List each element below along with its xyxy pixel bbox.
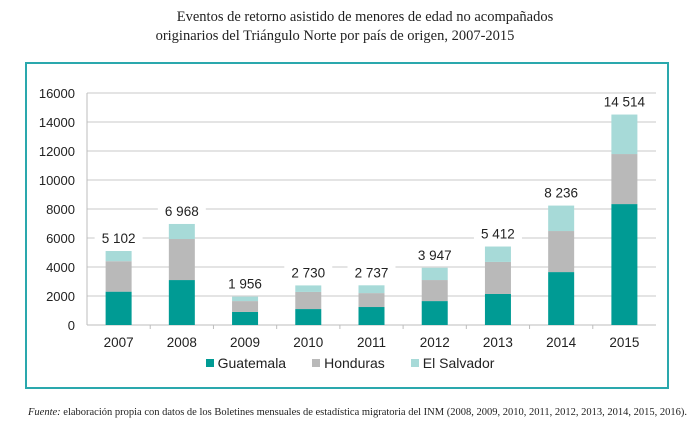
legend-swatch bbox=[312, 359, 321, 367]
bar-segment-el-salvador bbox=[421, 267, 448, 281]
total-label: 14 514 bbox=[604, 95, 646, 110]
bar-segment-honduras bbox=[232, 301, 259, 312]
total-label-bg bbox=[284, 264, 333, 282]
bar-segment-honduras bbox=[168, 239, 195, 281]
bar-segment-el-salvador bbox=[168, 223, 195, 240]
bar-segment-el-salvador bbox=[358, 285, 385, 294]
x-tick-label: 2012 bbox=[420, 335, 450, 350]
x-tick-label: 2008 bbox=[167, 335, 197, 350]
footnote: Fuente: elaboración propia con datos de … bbox=[28, 406, 688, 420]
bar-segment-guatemala bbox=[358, 307, 385, 325]
total-label: 6 968 bbox=[165, 204, 199, 219]
bar-segment-honduras bbox=[358, 293, 385, 308]
bar-segment-el-salvador bbox=[105, 251, 132, 262]
legend-item: El Salvador bbox=[410, 355, 495, 371]
total-label-bg bbox=[596, 93, 653, 111]
total-label: 2 730 bbox=[291, 265, 325, 280]
bar-segment-honduras bbox=[295, 291, 322, 310]
bar-segment-el-salvador bbox=[232, 296, 259, 302]
chart-title: Eventos de retorno asistido de menores d… bbox=[0, 8, 700, 46]
total-label: 5 102 bbox=[102, 231, 136, 246]
total-label: 5 412 bbox=[481, 227, 515, 242]
total-label-bg bbox=[410, 246, 459, 264]
x-tick-label: 2009 bbox=[230, 335, 260, 350]
bar-segment-guatemala bbox=[548, 272, 575, 325]
total-label-bg bbox=[537, 184, 586, 202]
y-tick-label: 12000 bbox=[39, 144, 75, 159]
bar-segment-guatemala bbox=[232, 311, 259, 325]
legend-swatch bbox=[205, 359, 214, 367]
x-tick-label: 2010 bbox=[293, 335, 323, 350]
chart-legend: Guatemala Honduras El Salvador bbox=[0, 355, 700, 371]
legend-item: Guatemala bbox=[205, 355, 287, 371]
y-tick-label: 14000 bbox=[39, 115, 75, 130]
bar-segment-el-salvador bbox=[611, 114, 638, 155]
bar-segment-guatemala bbox=[168, 280, 195, 325]
x-tick-label: 2013 bbox=[483, 335, 513, 350]
footnote-source-label: Fuente: bbox=[28, 407, 61, 418]
bar-segment-honduras bbox=[421, 280, 448, 302]
y-tick-label: 8000 bbox=[46, 202, 75, 217]
total-label-bg bbox=[347, 264, 396, 282]
bar-segment-el-salvador bbox=[548, 205, 575, 232]
x-tick-label: 2011 bbox=[357, 335, 386, 350]
legend-label: Guatemala bbox=[217, 355, 287, 371]
legend-swatch bbox=[410, 359, 419, 367]
bar-segment-guatemala bbox=[421, 301, 448, 325]
bar-segment-honduras bbox=[548, 231, 575, 273]
y-tick-label: 10000 bbox=[39, 173, 75, 188]
legend-label: El Salvador bbox=[422, 355, 495, 371]
bar-segment-el-salvador bbox=[295, 285, 322, 292]
y-tick-label: 6000 bbox=[46, 231, 75, 246]
total-label: 2 737 bbox=[355, 265, 389, 280]
bar-segment-el-salvador bbox=[484, 246, 511, 262]
legend-label: Honduras bbox=[324, 355, 385, 371]
bar-segment-honduras bbox=[484, 261, 511, 294]
y-tick-label: 2000 bbox=[46, 289, 75, 304]
x-tick-label: 2014 bbox=[546, 335, 577, 350]
total-label: 1 956 bbox=[228, 277, 262, 292]
y-tick-label: 16000 bbox=[39, 86, 75, 101]
total-label-bg bbox=[473, 225, 522, 243]
total-label: 8 236 bbox=[544, 186, 578, 201]
chart-title-line-2: originarios del Triángulo Norte por país… bbox=[155, 28, 515, 44]
bar-segment-honduras bbox=[611, 154, 638, 205]
total-label-bg bbox=[94, 230, 143, 248]
x-tick-label: 2015 bbox=[609, 335, 639, 350]
chart-title-line-1: Eventos de retorno asistido de menores d… bbox=[176, 9, 554, 25]
bar-segment-guatemala bbox=[611, 204, 638, 325]
footnote-text: elaboración propia con datos de los Bole… bbox=[60, 407, 687, 418]
y-tick-label: 0 bbox=[68, 318, 75, 333]
total-label-bg bbox=[157, 202, 206, 220]
y-tick-label: 4000 bbox=[46, 260, 75, 275]
x-tick-label: 2007 bbox=[104, 335, 134, 350]
bar-segment-honduras bbox=[105, 261, 132, 292]
chart-frame bbox=[25, 62, 669, 389]
legend-item: Honduras bbox=[312, 355, 385, 371]
bar-segment-guatemala bbox=[295, 309, 322, 325]
bar-segment-guatemala bbox=[484, 293, 511, 325]
bar-segment-guatemala bbox=[105, 291, 132, 325]
total-label-bg bbox=[221, 275, 270, 293]
total-label: 3 947 bbox=[418, 248, 452, 263]
